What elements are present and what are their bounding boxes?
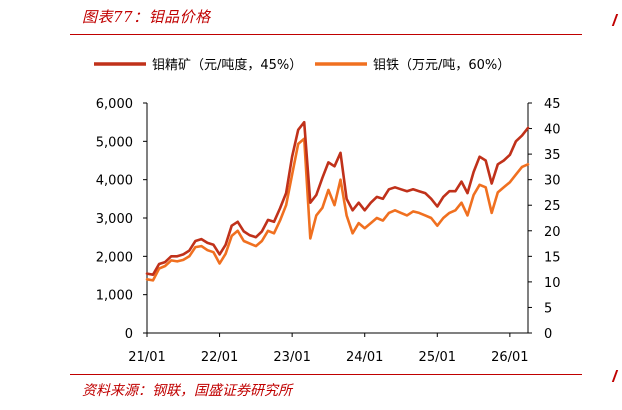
legend: 钼精矿（元/吨度，45%） 钼铁（万元/吨，60%） [94,57,510,73]
source-note: 资料来源：钢联，国盛证券研究所 [82,383,292,399]
y-left-tick-label: 0 [125,327,133,342]
axes: 0 1,000 2,000 3,000 4,000 5,000 6,000 0 5 10 15 20 2… [96,97,561,365]
y-left-tick-label: 3,000 [96,212,133,227]
y-left-tick-label: 5,000 [96,135,133,150]
y-right-tick-label: 20 [544,225,561,240]
y-right-tick-label: 15 [544,250,561,265]
y-right-tick-label: 35 [544,148,561,163]
y-right-tick-label: 5 [544,301,552,316]
title-divider [70,34,582,35]
series-line-1 [145,120,530,277]
y-left-tick-label: 1,000 [96,289,133,304]
x-tick-label: 22/01 [201,350,238,365]
y-right-tick-label: 10 [544,276,561,291]
x-tick-label: 23/01 [273,350,310,365]
x-tick-label: 21/01 [128,350,165,365]
legend-label-1: 钼精矿（元/吨度，45%） [152,57,302,73]
y-left-tick-label: 4,000 [96,174,133,189]
series-lines [145,120,530,282]
y-left-tick-label: 2,000 [96,250,133,265]
x-tick-label: 25/01 [419,350,456,365]
y-right-tick-label: 0 [544,327,552,342]
legend-label-2: 钼铁（万元/吨，60%） [373,58,510,73]
chart-title: 图表77：钼品价格 [82,8,211,26]
y-right-tick-label: 40 [544,123,561,138]
y-right-tick-label: 25 [544,199,561,214]
y-right-tick-label: 30 [544,174,561,189]
x-tick-label: 24/01 [346,350,383,365]
y-left-tick-label: 6,000 [96,97,133,112]
source-divider [70,374,582,375]
y-right-tick-label: 45 [544,97,561,112]
series-line-2 [145,137,530,282]
x-tick-label: 26/01 [491,350,528,365]
